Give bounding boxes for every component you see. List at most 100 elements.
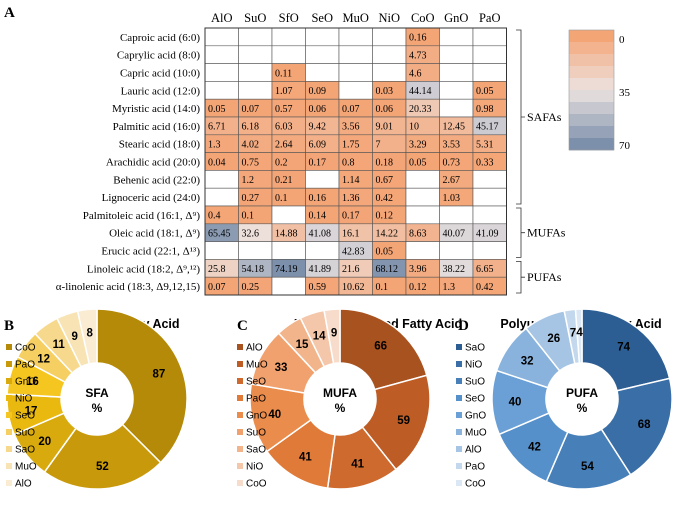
- row-label: Arachidic acid (20:0): [106, 157, 200, 169]
- cell-value: 0.25: [242, 282, 260, 293]
- legend-label: SuO: [15, 428, 35, 439]
- cell-value: 9.01: [376, 122, 394, 133]
- cell-value: 10: [409, 122, 419, 133]
- donut-slice: [574, 308, 583, 364]
- center-label: PUFA: [566, 386, 598, 400]
- cell-value: 2.67: [443, 175, 461, 186]
- slice-value-label: 15: [296, 339, 309, 351]
- legend-label: MuO: [465, 428, 487, 439]
- heatmap-cell: [204, 81, 239, 100]
- slice-value-label: 26: [547, 333, 560, 345]
- cell-value: 0.14: [309, 211, 327, 222]
- cell-value: 41.89: [309, 264, 332, 275]
- cell-value: 0.06: [309, 104, 327, 115]
- donut-slice: [76, 308, 98, 365]
- legend-swatch: [6, 463, 12, 469]
- row-label: Behenic acid (22:0): [113, 174, 200, 186]
- row-label: Lauric acid (12:0): [121, 85, 201, 97]
- cell-value: 0.98: [476, 104, 494, 115]
- sfa-donut-chart: BSaturated Fatty Acid8752201716121198SFA…: [4, 308, 188, 490]
- cell-value: 42.83: [342, 246, 365, 257]
- slice-value-label: 16: [26, 376, 39, 388]
- column-header: MuO: [343, 11, 369, 25]
- row-label: Linoleic acid (18:2, Δ⁹,¹²): [87, 263, 200, 275]
- column-header: SfO: [279, 11, 299, 25]
- group-bracket: [516, 29, 525, 205]
- legend-label: GnO: [465, 411, 486, 422]
- slice-value-label: 9: [331, 327, 337, 339]
- cell-value: 41.09: [476, 229, 499, 240]
- cell-value: 0.73: [443, 157, 461, 168]
- cell-value: 0.12: [376, 211, 394, 222]
- center-label: %: [92, 401, 103, 415]
- heatmap-cell: [305, 241, 340, 260]
- heatmap-cell: [472, 27, 507, 47]
- heatmap-cell: [271, 205, 306, 225]
- colorbar-swatch: [569, 42, 614, 55]
- slice-value-label: 66: [374, 341, 387, 353]
- heatmap-cell: [338, 27, 373, 47]
- legend-swatch: [6, 429, 12, 435]
- cell-value: 2.64: [275, 140, 293, 151]
- legend-label: CoO: [15, 343, 36, 354]
- donut-slice: [600, 377, 673, 476]
- heatmap-cell: [372, 63, 407, 82]
- colorbar-swatch: [569, 90, 614, 103]
- column-header: SeO: [311, 11, 333, 25]
- legend-swatch: [456, 412, 462, 418]
- legend-label: PaO: [465, 462, 485, 473]
- colorbar-swatch: [569, 54, 614, 67]
- cell-value: 10.62: [342, 282, 365, 293]
- legend-label: SaO: [246, 445, 266, 456]
- heatmap-cell: [405, 187, 440, 207]
- row-label: Caprylic acid (8:0): [117, 50, 200, 62]
- colorbar-swatch: [569, 138, 614, 151]
- mufa-donut-chart: CMonounsaturated Fatty Acid6659414140331…: [237, 308, 462, 490]
- legend-label: CoO: [246, 479, 267, 490]
- legend-swatch: [456, 429, 462, 435]
- cell-value: 12.45: [443, 122, 466, 133]
- heatmap-table: AlO SuO SfO SeO MuO NiO CoO GnO PaO Caproic acid …: [56, 11, 507, 296]
- legend-label: SuO: [246, 428, 266, 439]
- cell-value: 0.16: [409, 33, 427, 44]
- heatmap-cell: [372, 45, 407, 64]
- cell-value: 1.07: [275, 86, 293, 97]
- legend-swatch: [237, 446, 243, 452]
- cell-value: 0.67: [376, 175, 394, 186]
- cell-value: 0.03: [376, 86, 394, 97]
- cell-value: 14.22: [376, 229, 399, 240]
- slice-value-label: 8: [87, 327, 94, 339]
- cell-value: 0.4: [208, 211, 221, 222]
- legend-swatch: [456, 378, 462, 384]
- heatmap-cell: [439, 81, 474, 100]
- cell-value: 0.06: [376, 104, 394, 115]
- slice-value-label: 40: [268, 409, 281, 421]
- slice-value-label: 33: [275, 362, 288, 374]
- legend-label: NiO: [465, 360, 482, 371]
- slice-value-label: 40: [509, 397, 522, 409]
- colorbar-tick: 70: [619, 140, 631, 152]
- cell-value: 16.1: [342, 229, 360, 240]
- heatmap-cell: [204, 170, 239, 189]
- cell-value: 68.12: [376, 264, 399, 275]
- donut-slice: [43, 423, 162, 490]
- legend-swatch: [237, 361, 243, 367]
- cell-value: 0.75: [242, 157, 260, 168]
- heatmap-cell: [439, 241, 474, 260]
- cell-value: 14.88: [275, 229, 298, 240]
- legend-swatch: [6, 446, 12, 452]
- cell-value: 6.18: [242, 122, 260, 133]
- row-label: α-linolenic acid (18:3, Δ9,12,15): [56, 281, 201, 293]
- heatmap-cell: [472, 205, 507, 225]
- panel-label: B: [4, 318, 14, 334]
- heatmap-cell: [305, 27, 340, 47]
- legend-swatch: [6, 361, 12, 367]
- heatmap-cell: [271, 45, 306, 64]
- legend-swatch: [237, 480, 243, 486]
- cell-value: 0.33: [476, 157, 494, 168]
- center-label: %: [335, 401, 346, 415]
- slice-value-label: 68: [638, 419, 651, 431]
- legend-swatch: [456, 480, 462, 486]
- cell-value: 1.75: [342, 140, 360, 151]
